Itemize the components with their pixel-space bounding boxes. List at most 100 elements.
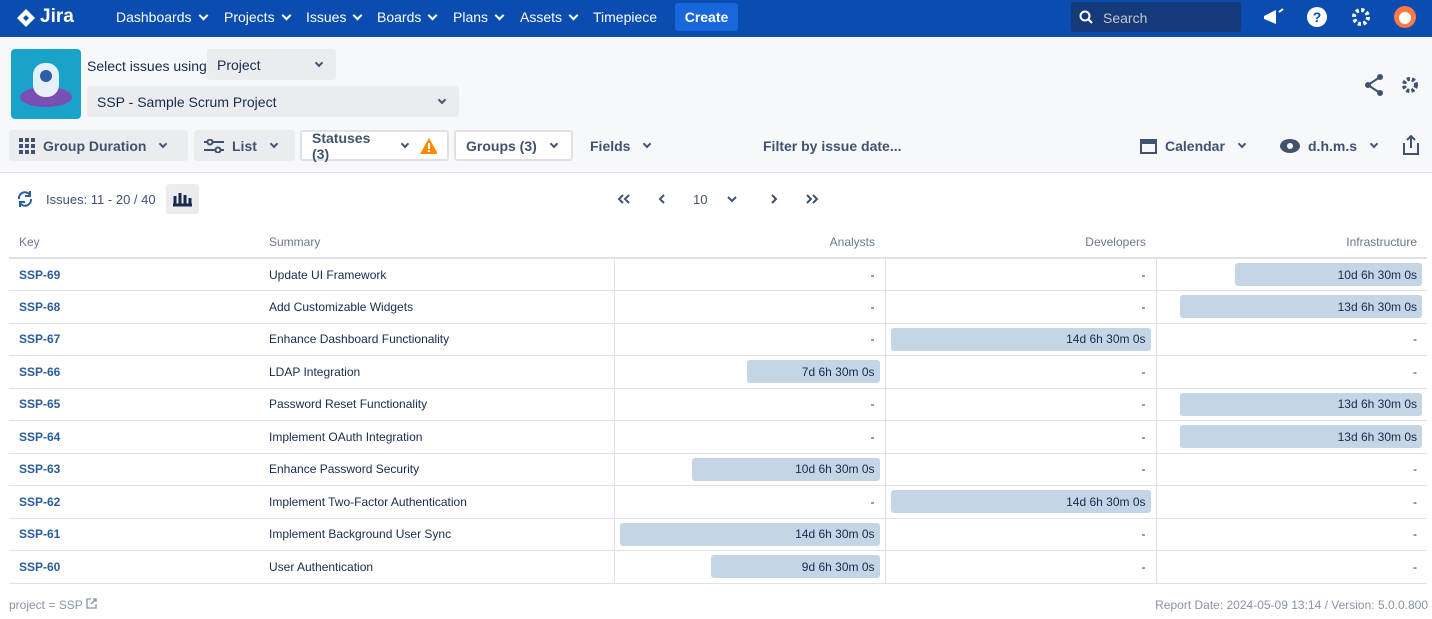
view-button[interactable]: List <box>194 130 295 161</box>
duration-cell: - <box>1156 551 1427 584</box>
chart-button[interactable] <box>166 184 199 214</box>
issue-key[interactable]: SSP-69 <box>9 258 259 291</box>
svg-text:?: ? <box>1313 9 1322 25</box>
duration-value: - <box>871 495 875 509</box>
jira-icon[interactable] <box>16 8 36 28</box>
duration-value: - <box>871 332 875 346</box>
create-button[interactable]: Create <box>675 3 738 31</box>
button-label: List <box>232 138 257 154</box>
issue-key[interactable]: SSP-68 <box>9 291 259 324</box>
duration-cell: 13d 6h 30m 0s <box>1156 291 1427 324</box>
sliders-icon <box>204 139 224 153</box>
summary: Implement Two-Factor Authentication <box>259 486 614 519</box>
button-label: d.h.m.s <box>1308 138 1357 154</box>
duration-cell: 14d 6h 30m 0s <box>614 518 885 551</box>
project-avatar <box>11 49 81 119</box>
nav-item[interactable]: Assets <box>520 9 577 25</box>
duration-value: - <box>871 397 875 411</box>
table-row: SSP-68Add Customizable Widgets--13d 6h 3… <box>9 291 1427 324</box>
issue-key[interactable]: SSP-65 <box>9 388 259 421</box>
format-button[interactable]: d.h.m.s <box>1270 130 1391 161</box>
warning-icon <box>420 138 437 154</box>
nav-item[interactable]: Timepiece <box>593 9 657 25</box>
issue-key[interactable]: SSP-61 <box>9 518 259 551</box>
issue-key[interactable]: SSP-62 <box>9 486 259 519</box>
summary: Add Customizable Widgets <box>259 291 614 324</box>
date-filter[interactable]: Filter by issue date... <box>753 130 912 161</box>
duration-value: - <box>871 300 875 314</box>
duration-table: KeySummaryAnalystsDevelopersInfrastructu… <box>9 226 1427 584</box>
table-row: SSP-65Password Reset Functionality--13d … <box>9 388 1427 421</box>
table-row: SSP-69Update UI Framework--10d 6h 30m 0s <box>9 258 1427 291</box>
fields-button[interactable]: Fields <box>580 130 664 161</box>
table-row: SSP-66LDAP Integration7d 6h 30m 0s-- <box>9 356 1427 389</box>
nav-item[interactable]: Projects <box>224 9 290 25</box>
page-size[interactable]: 10 <box>693 192 707 207</box>
duration-value: 14d 6h 30m 0s <box>795 527 874 541</box>
button-label: Calendar <box>1165 138 1225 154</box>
group-button[interactable]: Group Duration <box>9 130 188 161</box>
calendar-button[interactable]: Calendar <box>1130 130 1259 161</box>
select-label: Select issues using <box>87 58 207 74</box>
duration-value: - <box>1142 462 1146 476</box>
duration-value: - <box>1142 527 1146 541</box>
button-label: Group Duration <box>43 138 146 154</box>
duration-cell: 13d 6h 30m 0s <box>1156 421 1427 454</box>
duration-value: 7d 6h 30m 0s <box>802 365 875 379</box>
column-header: Developers <box>885 226 1156 258</box>
issue-key[interactable]: SSP-64 <box>9 421 259 454</box>
groups-button[interactable]: Groups (3) <box>454 130 573 161</box>
duration-value: 13d 6h 30m 0s <box>1338 430 1417 444</box>
share-settings[interactable] <box>1364 74 1424 96</box>
search-box[interactable]: Search <box>1071 2 1241 32</box>
duration-value: 10d 6h 30m 0s <box>1338 268 1417 282</box>
eye-icon <box>1280 139 1300 153</box>
nav-icons[interactable]: ? <box>1262 6 1422 30</box>
duration-cell: 9d 6h 30m 0s <box>614 551 885 584</box>
duration-cell: - <box>885 421 1156 454</box>
duration-cell: - <box>1156 518 1427 551</box>
summary: User Authentication <box>259 551 614 584</box>
project-select[interactable]: SSP - Sample Scrum Project <box>87 86 459 117</box>
issue-count: Issues: 11 - 20 / 40 <box>46 192 156 207</box>
nav-item[interactable]: Boards <box>377 9 436 25</box>
logo[interactable]: Jira <box>40 6 74 28</box>
issue-key[interactable]: SSP-60 <box>9 551 259 584</box>
select-value: Project <box>217 57 261 73</box>
export-icon[interactable] <box>1403 135 1419 155</box>
duration-value: - <box>1142 300 1146 314</box>
duration-cell: - <box>885 388 1156 421</box>
select-type[interactable]: Project <box>207 49 336 80</box>
duration-cell: 13d 6h 30m 0s <box>1156 388 1427 421</box>
duration-cell: - <box>885 518 1156 551</box>
issue-key[interactable]: SSP-66 <box>9 356 259 389</box>
duration-cell: - <box>885 356 1156 389</box>
column-header: Key <box>9 226 259 258</box>
nav-item[interactable]: Dashboards <box>116 9 207 25</box>
statuses-button[interactable]: Statuses (3) <box>300 130 449 161</box>
duration-cell: - <box>1156 453 1427 486</box>
nav-item[interactable]: Plans <box>453 9 503 25</box>
duration-cell: - <box>614 258 885 291</box>
issue-key[interactable]: SSP-67 <box>9 323 259 356</box>
report-info: Report Date: 2024-05-09 13:14 / Version:… <box>1155 598 1428 612</box>
issue-key[interactable]: SSP-63 <box>9 453 259 486</box>
nav-item[interactable]: Issues <box>306 9 361 25</box>
duration-cell: - <box>885 291 1156 324</box>
summary: LDAP Integration <box>259 356 614 389</box>
report-header: Select issues using Project SSP - Sample… <box>0 37 1432 173</box>
grid-icon <box>19 138 35 154</box>
calendar-icon <box>1140 137 1157 154</box>
jql-query[interactable]: project = SSP <box>9 598 97 612</box>
table-row: SSP-64Implement OAuth Integration--13d 6… <box>9 421 1427 454</box>
external-icon <box>86 598 97 609</box>
duration-value: 14d 6h 30m 0s <box>1066 332 1145 346</box>
column-header: Analysts <box>614 226 885 258</box>
duration-cell: - <box>614 323 885 356</box>
summary: Update UI Framework <box>259 258 614 291</box>
duration-value: - <box>1142 268 1146 282</box>
pagination[interactable] <box>615 190 825 208</box>
refresh-icon[interactable] <box>16 190 34 208</box>
column-header: Infrastructure <box>1156 226 1427 258</box>
